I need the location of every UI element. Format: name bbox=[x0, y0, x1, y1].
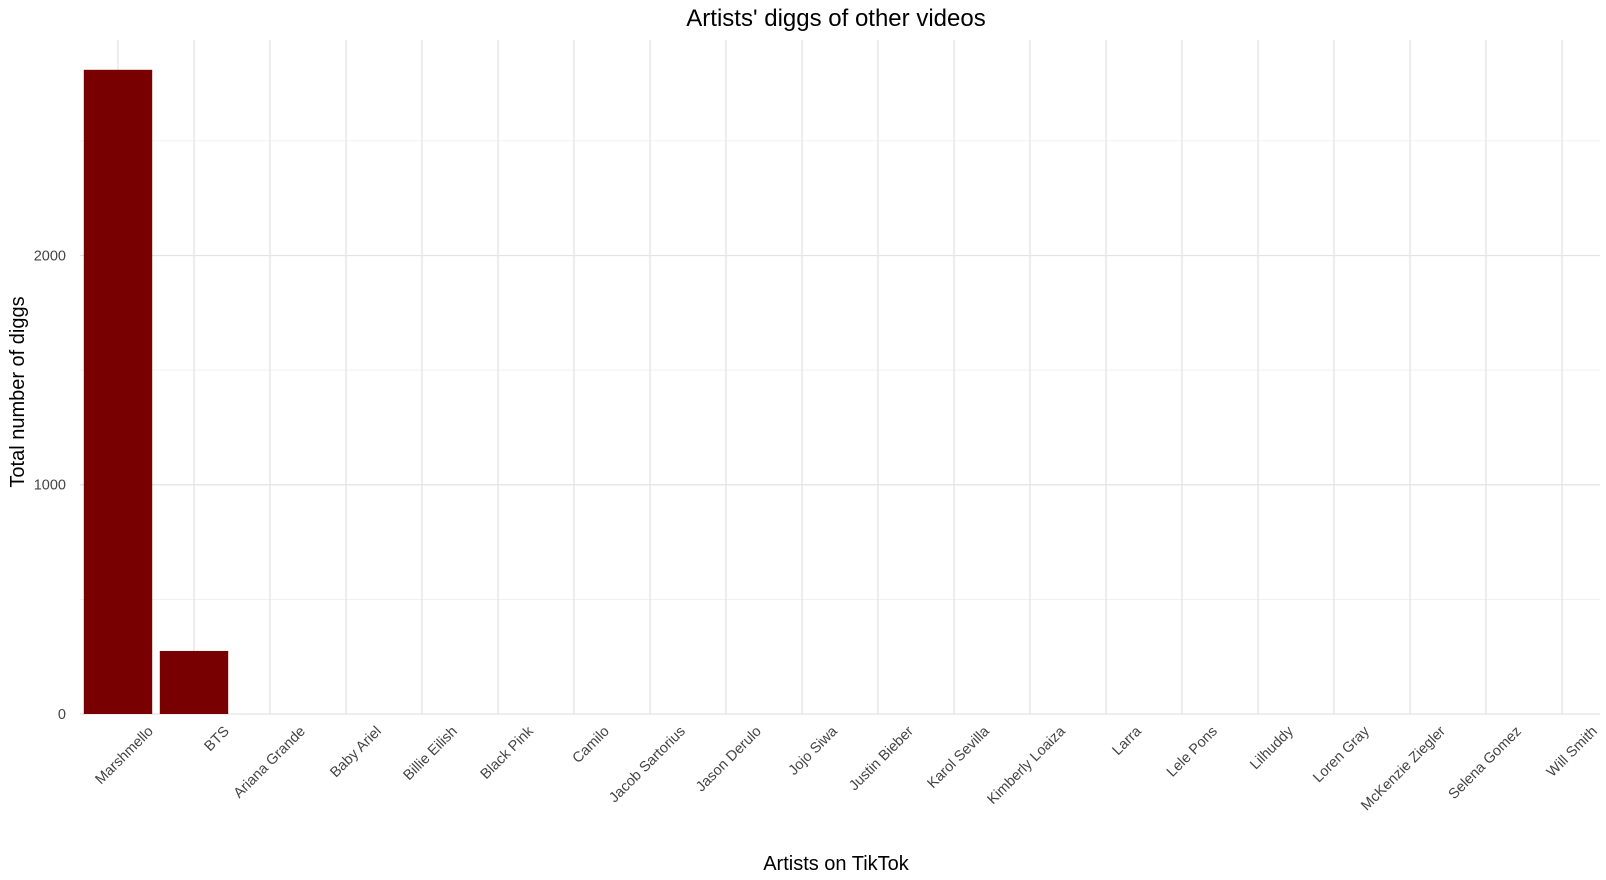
y-tick-label: 1000 bbox=[34, 478, 66, 494]
x-tick-label: Baby Ariel bbox=[327, 724, 384, 781]
x-tick-label: Will Smith bbox=[1544, 724, 1601, 781]
x-tick-label: Loren Gray bbox=[1310, 723, 1373, 786]
x-tick-label: BTS bbox=[202, 724, 233, 755]
x-tick-label: Camilo bbox=[570, 724, 613, 767]
bar-marshmello bbox=[83, 69, 153, 714]
x-tick-label: Jojo Siwa bbox=[786, 723, 842, 779]
x-tick-label: Lilhuddy bbox=[1247, 723, 1297, 773]
chart-title: Artists' diggs of other videos bbox=[686, 5, 985, 32]
y-tick-label: 0 bbox=[58, 707, 66, 723]
y-axis-ticks: 0 1000 2000 bbox=[34, 248, 66, 723]
x-tick-label: Marshmello bbox=[93, 724, 157, 788]
x-axis-title: Artists on TikTok bbox=[763, 853, 910, 875]
x-tick-label: Larra bbox=[1110, 723, 1146, 759]
x-tick-label: Kimberly Loaiza bbox=[985, 723, 1070, 808]
x-tick-label: Billie Eilish bbox=[401, 724, 461, 784]
x-tick-label: Justin Bieber bbox=[846, 723, 917, 794]
x-tick-label: Karol Sevilla bbox=[925, 723, 994, 792]
x-tick-label: Jacob Sartorius bbox=[606, 724, 689, 807]
bars bbox=[83, 69, 229, 714]
x-tick-label: Selena Gomez bbox=[1446, 724, 1525, 803]
x-tick-label: Jason Derulo bbox=[693, 724, 765, 796]
grid-lines bbox=[80, 40, 1600, 715]
x-tick-label: Ariana Grande bbox=[231, 724, 309, 802]
x-tick-label: McKenzie Ziegler bbox=[1358, 723, 1449, 814]
x-tick-label: Black Pink bbox=[478, 723, 538, 783]
bar-bts bbox=[159, 650, 229, 714]
x-tick-label: Lele Pons bbox=[1164, 724, 1221, 781]
y-tick-label: 2000 bbox=[34, 248, 66, 264]
y-axis-title: Total number of diggs bbox=[7, 296, 29, 487]
